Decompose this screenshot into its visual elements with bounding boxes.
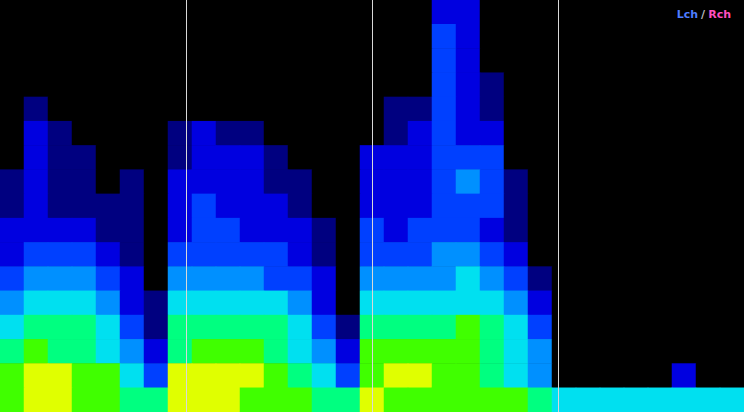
svg-text:Lch: Lch <box>677 8 698 21</box>
svg-text:Rch: Rch <box>708 8 731 21</box>
